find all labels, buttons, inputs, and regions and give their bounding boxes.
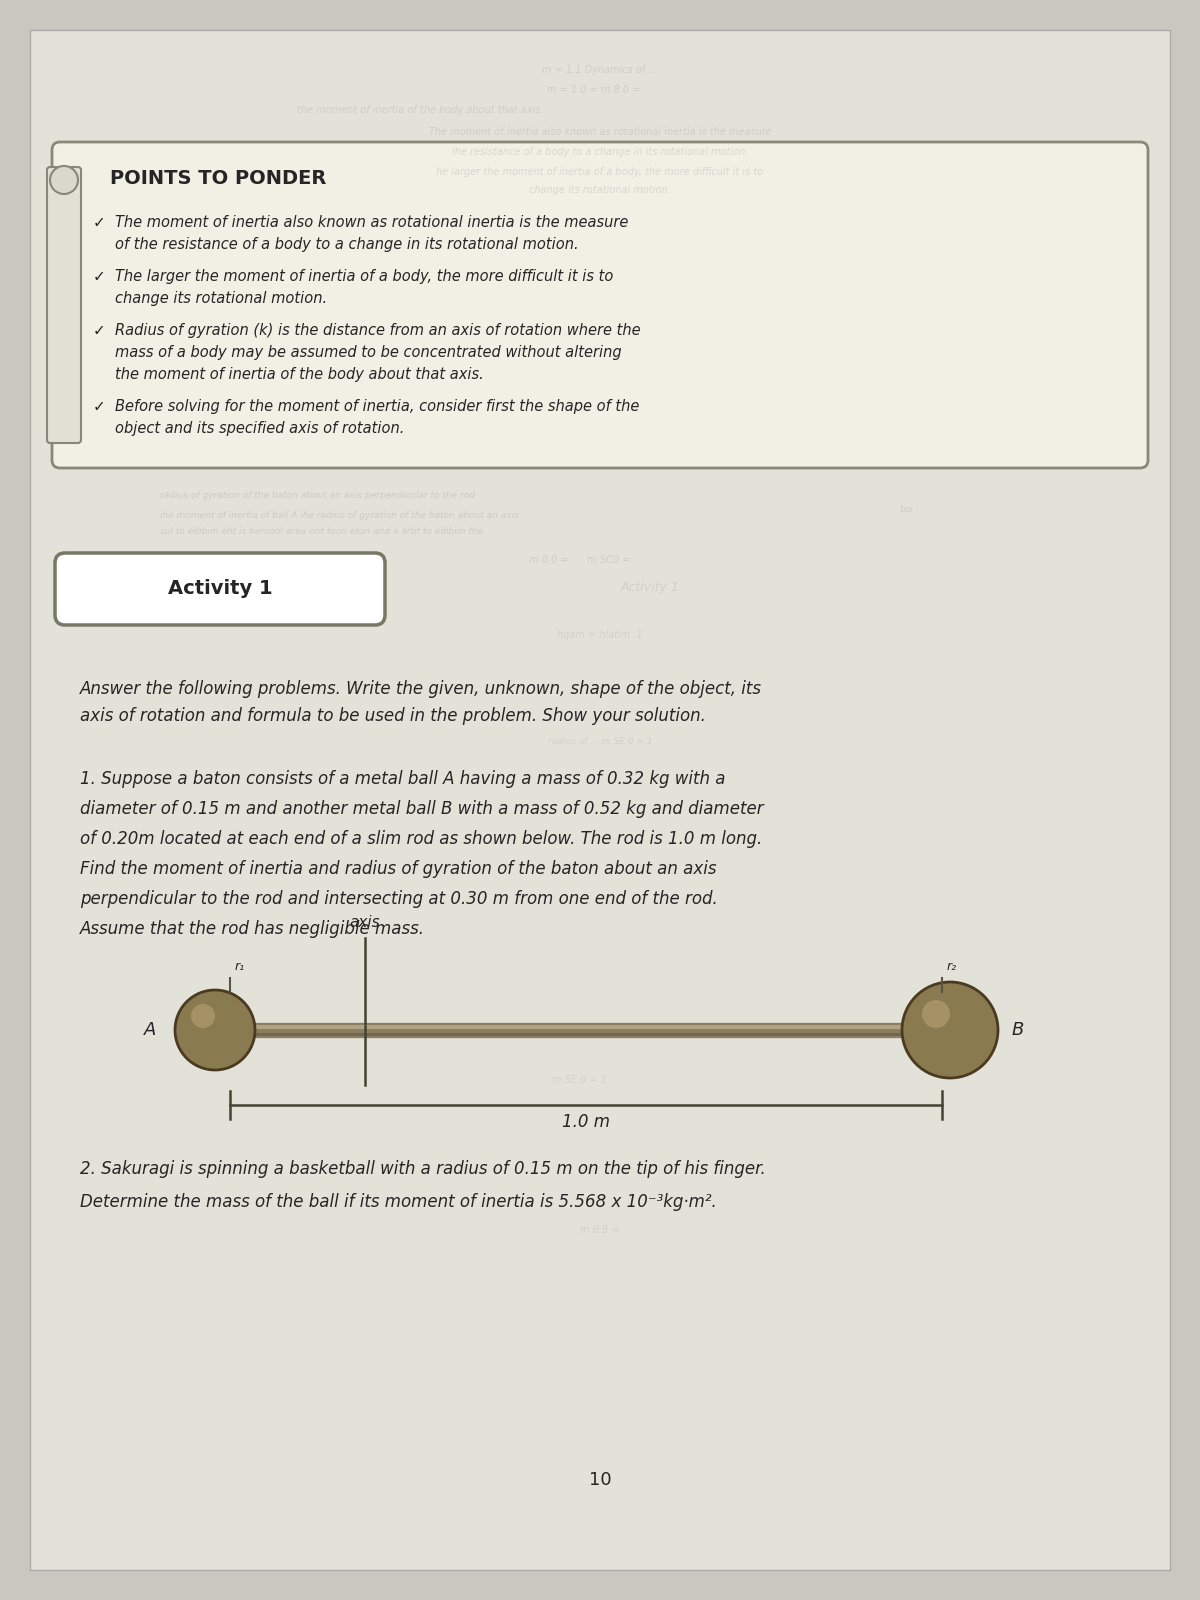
Text: of 0.20m located at each end of a slim rod as shown below. The rod is 1.0 m long: of 0.20m located at each end of a slim r… xyxy=(80,830,762,848)
Text: hqam = hlatim  1: hqam = hlatim 1 xyxy=(557,630,643,640)
Text: diameter of 0.15 m and another metal ball B with a mass of 0.52 kg and diameter: diameter of 0.15 m and another metal bal… xyxy=(80,800,763,818)
Text: B: B xyxy=(1012,1021,1024,1038)
Text: 2. Sakuragi is spinning a basketball with a radius of 0.15 m on the tip of his f: 2. Sakuragi is spinning a basketball wit… xyxy=(80,1160,766,1178)
Text: change its rotational motion.: change its rotational motion. xyxy=(529,186,671,195)
Text: of the resistance of a body to a change in its rotational motion.: of the resistance of a body to a change … xyxy=(115,237,578,251)
Text: Activity 1: Activity 1 xyxy=(620,581,679,595)
Text: ihe resistance of a body to a change in its rotational motion.: ihe resistance of a body to a change in … xyxy=(452,147,748,157)
Text: A: A xyxy=(144,1021,156,1038)
Text: Radius of gyration (k) is the distance from an axis of rotation where the: Radius of gyration (k) is the distance f… xyxy=(115,323,641,338)
Circle shape xyxy=(50,166,78,194)
Text: m 0.0 =      m SC0 =: m 0.0 = m SC0 = xyxy=(529,555,631,565)
Text: Activity 1: Activity 1 xyxy=(168,579,272,597)
Text: boi: boi xyxy=(900,506,913,515)
Text: perpendicular to the rod and intersecting at 0.30 m from one end of the rod.: perpendicular to the rod and intersectin… xyxy=(80,890,718,909)
Circle shape xyxy=(175,990,256,1070)
Text: Before solving for the moment of inertia, consider first the shape of the: Before solving for the moment of inertia… xyxy=(115,398,640,414)
Text: 1. Suppose a baton consists of a metal ball A having a mass of 0.32 kg with a: 1. Suppose a baton consists of a metal b… xyxy=(80,770,726,787)
Circle shape xyxy=(902,982,998,1078)
Circle shape xyxy=(191,1005,215,1029)
Text: change its rotational motion.: change its rotational motion. xyxy=(115,291,328,306)
Text: r₂: r₂ xyxy=(947,960,958,973)
Text: ✓: ✓ xyxy=(94,398,106,414)
Text: m IEB =: m IEB = xyxy=(580,1226,620,1235)
Text: Determine the mass of the ball if its moment of inertia is 5.568 x 10⁻³kg·m².: Determine the mass of the ball if its mo… xyxy=(80,1194,716,1211)
Text: radius of gyration of the baton about an axis perpendicular to the rod: radius of gyration of the baton about an… xyxy=(160,491,475,499)
Text: the moment of inertia of the body about that axis.: the moment of inertia of the body about … xyxy=(115,366,484,382)
Circle shape xyxy=(922,1000,950,1029)
Text: m SE.0 = 1: m SE.0 = 1 xyxy=(552,1075,607,1085)
Text: Answer the following problems. Write the given, unknown, shape of the object, it: Answer the following problems. Write the… xyxy=(80,680,762,698)
Text: The larger the moment of inertia of a body, the more difficult it is to: The larger the moment of inertia of a bo… xyxy=(115,269,613,285)
FancyBboxPatch shape xyxy=(52,142,1148,467)
Text: he larger the moment of inertia of a body, the more difficult it is to: he larger the moment of inertia of a bod… xyxy=(437,166,763,178)
Text: m = 1.1 Dynamics of ...: m = 1.1 Dynamics of ... xyxy=(542,66,658,75)
Text: POINTS TO PONDER: POINTS TO PONDER xyxy=(110,168,326,187)
Text: The moment of inertia also known as rotational inertia is the measure: The moment of inertia also known as rota… xyxy=(428,126,772,138)
Text: the moment of inertia of the body about that axis.: the moment of inertia of the body about … xyxy=(296,106,544,115)
Text: ✓: ✓ xyxy=(94,269,106,285)
Text: axis of rotation and formula to be used in the problem. Show your solution.: axis of rotation and formula to be used … xyxy=(80,707,706,725)
FancyBboxPatch shape xyxy=(30,30,1170,1570)
Text: axis: axis xyxy=(349,915,380,930)
Text: ✓: ✓ xyxy=(94,214,106,230)
Text: ✓: ✓ xyxy=(94,323,106,338)
Text: Assume that the rod has negligible mass.: Assume that the rod has negligible mass. xyxy=(80,920,425,938)
FancyBboxPatch shape xyxy=(47,166,82,443)
Text: 10: 10 xyxy=(589,1470,611,1490)
Text: radius of ... m SE.0 = 1: radius of ... m SE.0 = 1 xyxy=(547,738,653,747)
Text: sul to elbbim eht is beroool area ont toon eton and a artit to elbbim the: sul to elbbim eht is beroool area ont to… xyxy=(160,528,484,536)
Text: Find the moment of inertia and radius of gyration of the baton about an axis: Find the moment of inertia and radius of… xyxy=(80,861,716,878)
Text: mass of a body may be assumed to be concentrated without altering: mass of a body may be assumed to be conc… xyxy=(115,346,622,360)
Text: object and its specified axis of rotation.: object and its specified axis of rotatio… xyxy=(115,421,404,435)
Text: 1.0 m: 1.0 m xyxy=(562,1114,610,1131)
Text: ihe moment of inertia of ball A ihe radius of gyration of the baton about an axi: ihe moment of inertia of ball A ihe radi… xyxy=(160,510,518,520)
Text: r₁: r₁ xyxy=(235,960,245,973)
Text: m = 1.0 = m 8.0 = ...: m = 1.0 = m 8.0 = ... xyxy=(547,85,653,94)
FancyBboxPatch shape xyxy=(55,554,385,626)
Text: The moment of inertia also known as rotational inertia is the measure: The moment of inertia also known as rota… xyxy=(115,214,629,230)
